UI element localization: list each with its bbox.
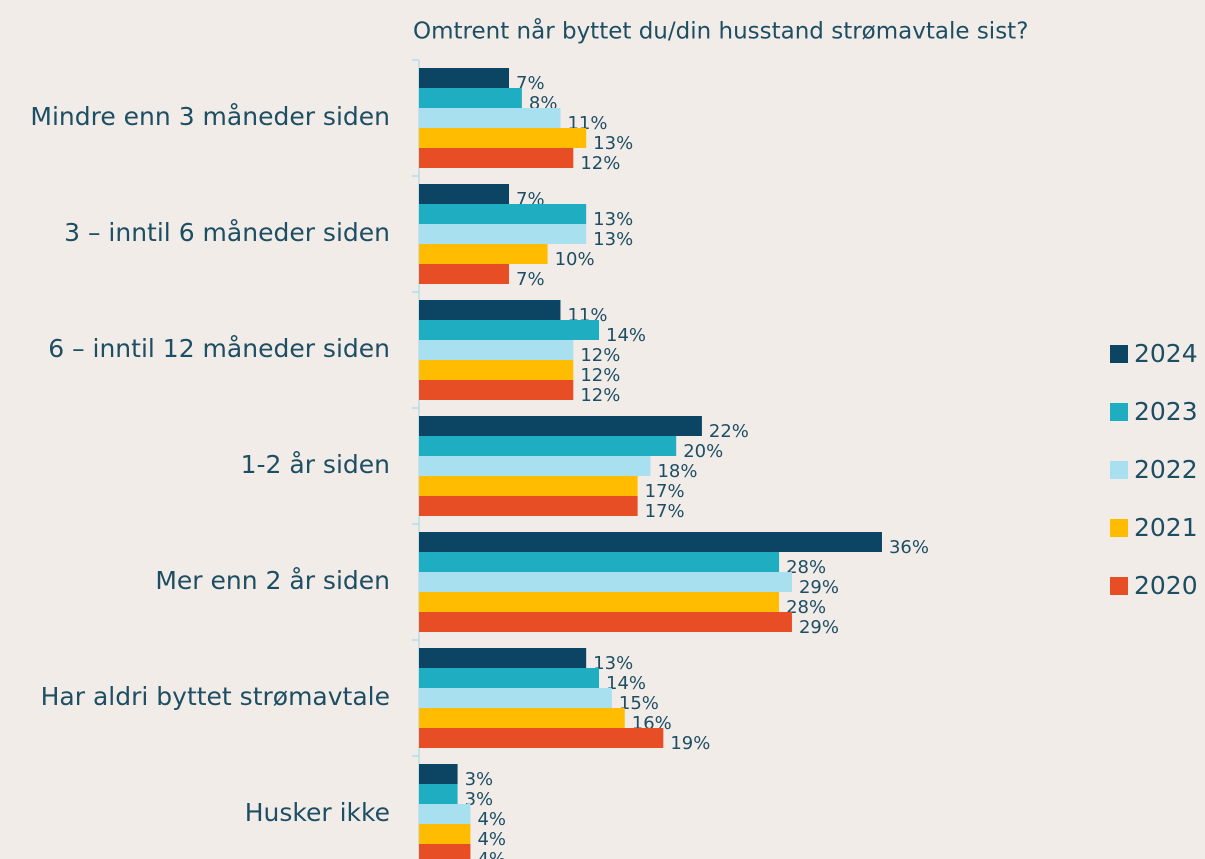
value-label: 12% xyxy=(580,385,620,406)
value-label: 17% xyxy=(645,501,685,522)
legend-label: 2023 xyxy=(1134,397,1198,426)
value-label: 10% xyxy=(555,249,595,270)
value-label: 28% xyxy=(786,557,826,578)
value-label: 3% xyxy=(465,789,494,810)
value-label: 12% xyxy=(580,345,620,366)
bar xyxy=(419,380,574,400)
bar xyxy=(419,532,882,552)
category-label: Husker ikke xyxy=(245,798,390,827)
legend-swatch xyxy=(1110,519,1128,537)
value-label: 28% xyxy=(786,597,826,618)
value-label: 12% xyxy=(580,365,620,386)
bar xyxy=(419,648,587,668)
bar xyxy=(419,496,638,516)
bar xyxy=(419,360,574,380)
bar xyxy=(419,436,677,456)
bar xyxy=(419,320,600,340)
bar xyxy=(419,688,612,708)
value-label: 13% xyxy=(593,209,633,230)
legend-swatch xyxy=(1110,461,1128,479)
bar xyxy=(419,148,574,168)
value-label: 14% xyxy=(606,673,646,694)
value-label: 3% xyxy=(465,769,494,790)
category-label: 6 – inntil 12 måneder siden xyxy=(48,334,390,363)
value-label: 4% xyxy=(477,849,506,859)
value-label: 13% xyxy=(593,229,633,250)
legend-swatch xyxy=(1110,345,1128,363)
category-label: Mindre enn 3 måneder siden xyxy=(30,102,390,131)
bar xyxy=(419,708,625,728)
bar xyxy=(419,300,561,320)
bar xyxy=(419,784,458,804)
value-label: 15% xyxy=(619,693,659,714)
value-label: 12% xyxy=(580,153,620,174)
bar xyxy=(419,244,548,264)
legend-swatch xyxy=(1110,577,1128,595)
legend-label: 2020 xyxy=(1134,571,1198,600)
value-label: 29% xyxy=(799,577,839,598)
bar xyxy=(419,88,522,108)
legend-label: 2024 xyxy=(1134,339,1198,368)
legend-label: 2021 xyxy=(1134,513,1198,542)
bar xyxy=(419,68,510,88)
value-label: 22% xyxy=(709,421,749,442)
bar xyxy=(419,764,458,784)
value-label: 20% xyxy=(683,441,723,462)
value-label: 7% xyxy=(516,269,545,290)
value-label: 4% xyxy=(477,809,506,830)
bar xyxy=(419,572,792,592)
legend-label: 2022 xyxy=(1134,455,1198,484)
bar xyxy=(419,844,471,859)
value-label: 13% xyxy=(593,653,633,674)
value-label: 36% xyxy=(889,537,929,558)
value-label: 17% xyxy=(645,481,685,502)
value-label: 29% xyxy=(799,617,839,638)
bar xyxy=(419,224,587,244)
bar xyxy=(419,804,471,824)
bar xyxy=(419,204,587,224)
value-label: 18% xyxy=(657,461,697,482)
value-label: 19% xyxy=(670,733,710,754)
bar xyxy=(419,552,780,572)
bar xyxy=(419,128,587,148)
value-label: 13% xyxy=(593,133,633,154)
bar xyxy=(419,264,510,284)
bar xyxy=(419,824,471,844)
bar xyxy=(419,612,792,632)
bar xyxy=(419,668,600,688)
category-label: 3 – inntil 6 måneder siden xyxy=(64,218,390,247)
value-label: 14% xyxy=(606,325,646,346)
bar xyxy=(419,592,780,612)
chart-title: Omtrent når byttet du/din husstand strøm… xyxy=(413,17,1028,45)
bar xyxy=(419,476,638,496)
value-label: 7% xyxy=(516,73,545,94)
bar xyxy=(419,416,702,436)
bar xyxy=(419,340,574,360)
category-label: Mer enn 2 år siden xyxy=(155,566,390,595)
category-label: 1-2 år siden xyxy=(241,450,390,479)
bar xyxy=(419,184,510,204)
bar xyxy=(419,108,561,128)
category-label: Har aldri byttet strømavtale xyxy=(41,682,390,711)
bar xyxy=(419,728,664,748)
bar xyxy=(419,456,651,476)
legend-swatch xyxy=(1110,403,1128,421)
value-label: 4% xyxy=(477,829,506,850)
